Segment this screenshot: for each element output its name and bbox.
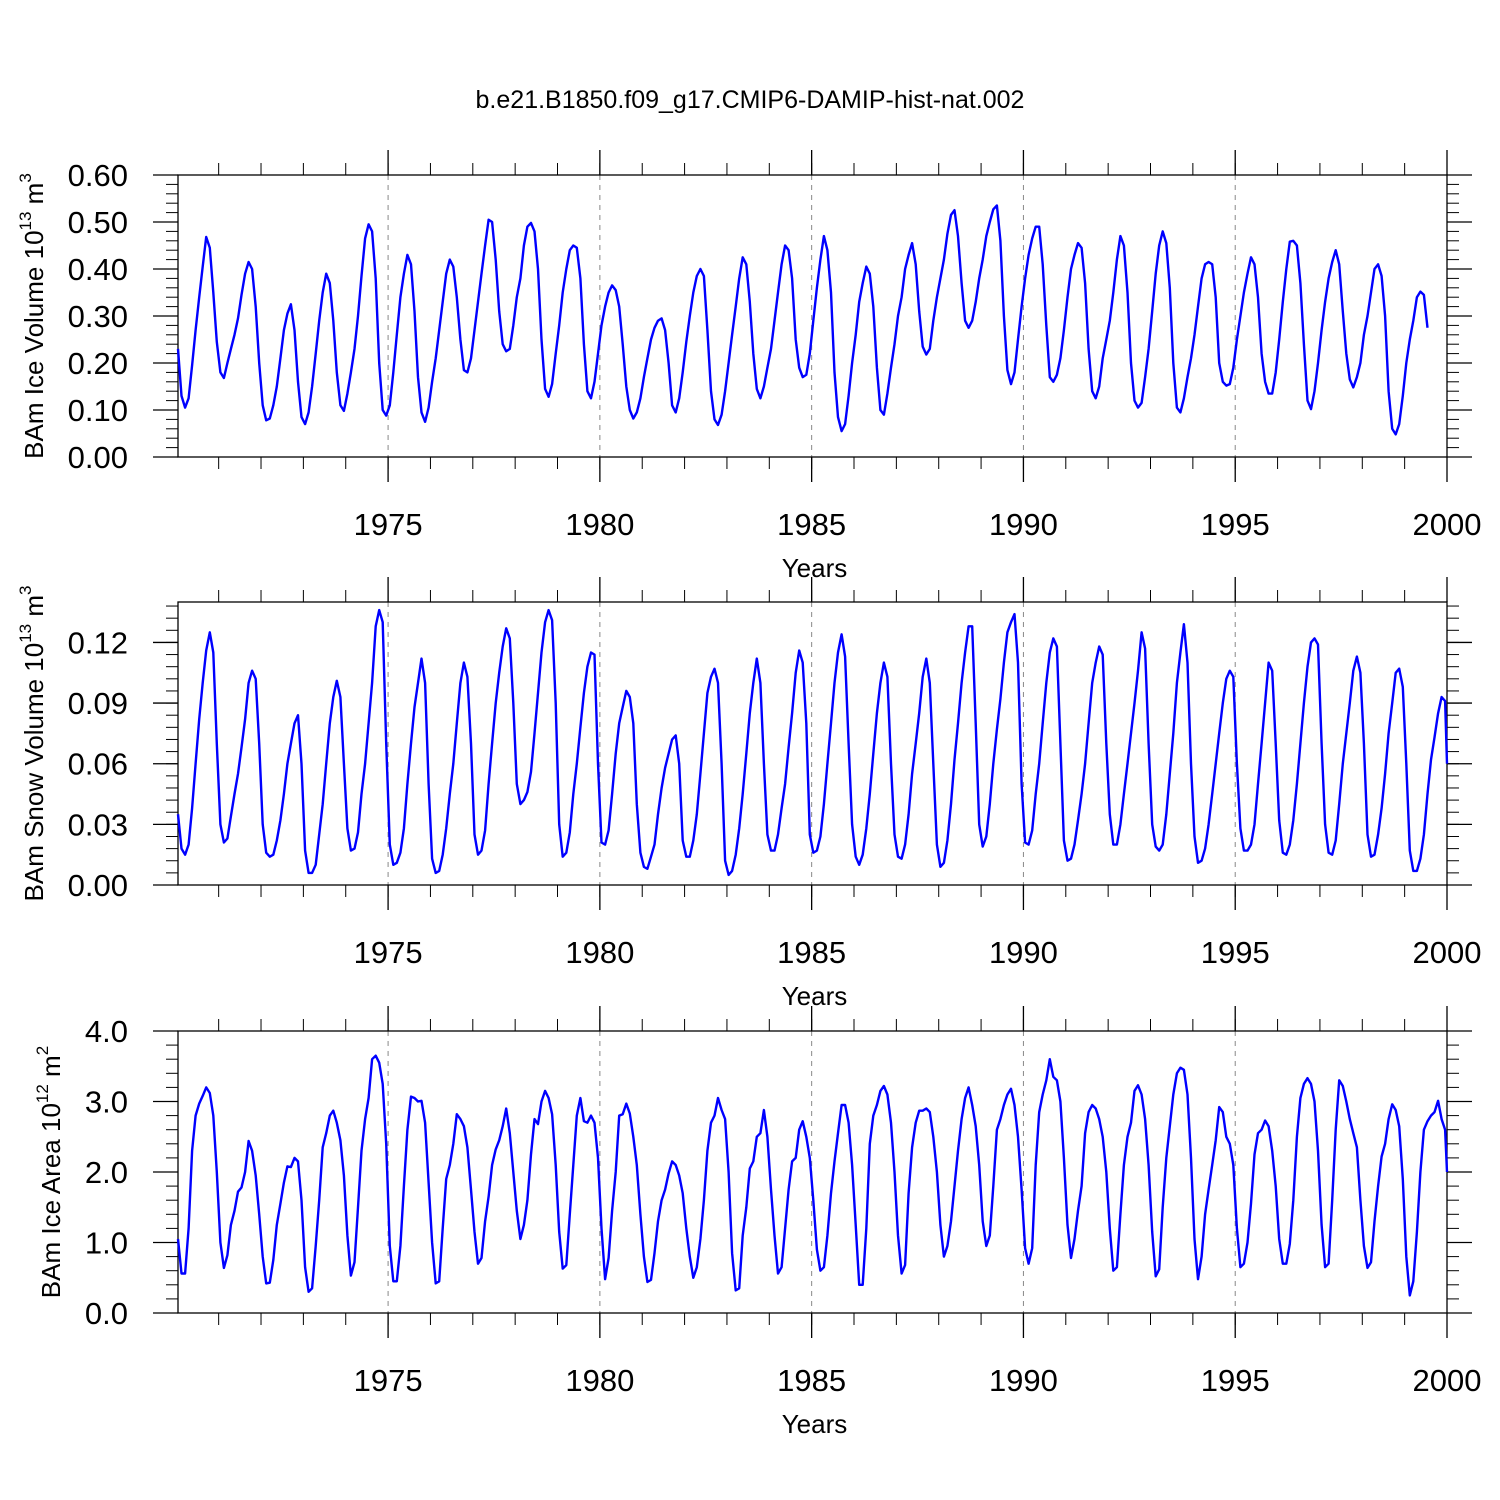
x-tick-label: 1995	[1201, 507, 1270, 542]
x-tick-label: 1980	[565, 1363, 634, 1398]
x-tick-label: 1990	[989, 1363, 1058, 1398]
x-axis-title: Years	[782, 553, 848, 583]
x-tick-label: 1975	[354, 507, 423, 542]
x-tick-label: 1985	[777, 507, 846, 542]
y-tick-label: 0.00	[68, 440, 128, 475]
x-tick-label: 1990	[989, 935, 1058, 970]
y-axis-title: BAm Ice Area 1012 m2	[33, 1046, 66, 1298]
series-line	[176, 608, 1449, 877]
y-tick-label: 2.0	[85, 1155, 128, 1190]
x-tick-label: 1995	[1201, 1363, 1270, 1398]
y-tick-label: 0.20	[68, 346, 128, 381]
plot-frame	[177, 1030, 1448, 1314]
x-tick-label: 1985	[777, 935, 846, 970]
series-line	[176, 204, 1429, 436]
y-tick-label: 4.0	[85, 1014, 128, 1049]
y-tick-label: 0.50	[68, 205, 128, 240]
y-tick-label: 0.00	[68, 868, 128, 903]
x-tick-label: 1980	[565, 507, 634, 542]
y-tick-label: 0.40	[68, 252, 128, 287]
x-tick-label: 1980	[565, 935, 634, 970]
y-tick-label: 0.12	[68, 625, 128, 660]
x-tick-label: 1995	[1201, 935, 1270, 970]
plot-frame	[177, 174, 1448, 458]
x-tick-label: 1975	[354, 1363, 423, 1398]
x-axis-title: Years	[782, 1409, 848, 1439]
y-tick-label: 0.0	[85, 1296, 128, 1331]
y-axis-title: BAm Snow Volume 1013 m3	[16, 586, 49, 902]
x-tick-label: 1990	[989, 507, 1058, 542]
x-tick-label: 1975	[354, 935, 423, 970]
x-tick-label: 1985	[777, 1363, 846, 1398]
x-tick-label: 2000	[1413, 935, 1482, 970]
y-tick-label: 0.10	[68, 393, 128, 428]
y-tick-label: 0.03	[68, 807, 128, 842]
y-tick-label: 1.0	[85, 1226, 128, 1261]
x-tick-label: 2000	[1413, 507, 1482, 542]
series-line	[176, 1054, 1449, 1297]
y-tick-label: 0.60	[68, 158, 128, 193]
y-tick-label: 3.0	[85, 1085, 128, 1120]
x-tick-label: 2000	[1413, 1363, 1482, 1398]
y-tick-label: 0.09	[68, 686, 128, 721]
x-axis-title: Years	[782, 981, 848, 1011]
page-title: b.e21.B1850.f09_g17.CMIP6-DAMIP-hist-nat…	[475, 86, 1025, 114]
y-tick-label: 0.30	[68, 299, 128, 334]
y-tick-label: 0.06	[68, 747, 128, 782]
y-axis-title: BAm Ice Volume 1013 m3	[16, 173, 49, 459]
